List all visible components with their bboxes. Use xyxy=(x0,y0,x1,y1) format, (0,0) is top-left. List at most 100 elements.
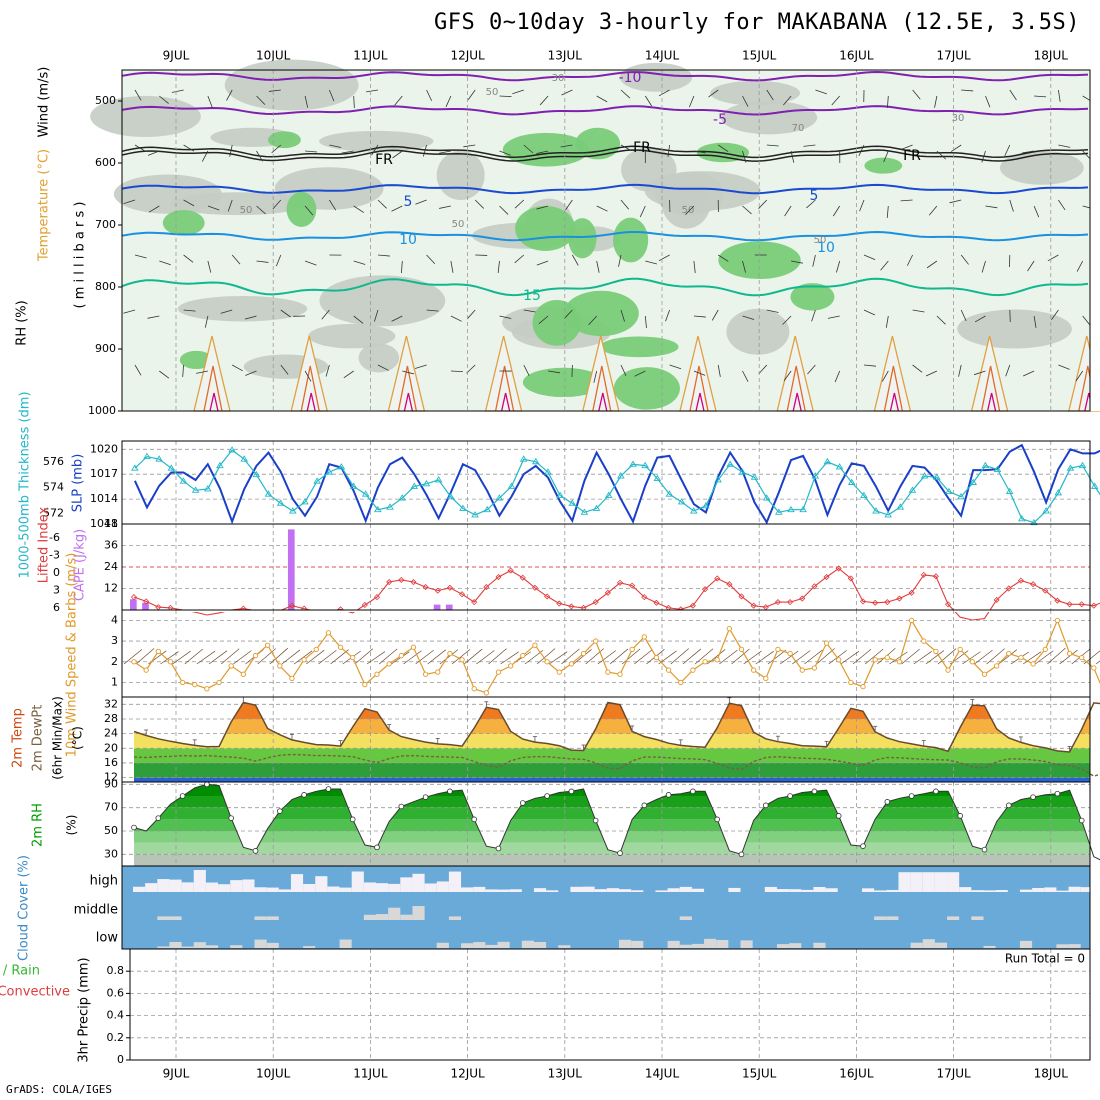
wind-barb xyxy=(693,315,706,318)
wind-barb xyxy=(499,205,509,215)
wind-barb xyxy=(634,370,646,377)
wind-barb xyxy=(183,254,194,263)
wind-barb xyxy=(208,650,228,665)
thickness-point xyxy=(823,457,832,465)
wind-barb xyxy=(378,648,398,665)
wind-speed-point xyxy=(483,690,489,696)
wind-barb xyxy=(731,648,750,665)
rh2m-point xyxy=(228,815,235,821)
wind-speed-point xyxy=(240,671,247,677)
warm-layer-core xyxy=(209,392,219,412)
rh2m-point xyxy=(544,793,550,799)
wind-speed-point xyxy=(459,657,465,663)
wind-barb xyxy=(499,150,511,156)
rh2m-point xyxy=(665,792,672,798)
wind-barb xyxy=(779,650,799,665)
wind-barb xyxy=(426,254,436,265)
wind-speed-point xyxy=(653,654,660,661)
cloud-high xyxy=(898,872,911,892)
wind-barb xyxy=(415,364,427,369)
slp-line xyxy=(133,443,1100,525)
rh2m-point xyxy=(981,846,988,853)
wind-barb xyxy=(1022,150,1035,154)
wind-speed-point xyxy=(714,657,720,663)
thickness-point xyxy=(641,461,649,469)
cloud-low xyxy=(558,945,571,948)
isotherm-label: -10 xyxy=(619,70,642,86)
wind-speed-point xyxy=(568,661,575,667)
wind-barb xyxy=(548,370,561,374)
wind-barb xyxy=(858,144,865,157)
thickness-point xyxy=(446,492,455,500)
cloud-high xyxy=(1056,890,1069,892)
rh-contour-label: 50 xyxy=(814,235,827,246)
lifted-index-point xyxy=(616,579,624,586)
wind-speed-point xyxy=(860,683,866,690)
rh-bands xyxy=(134,784,1090,866)
warm-layer-core xyxy=(500,392,511,412)
wind-barb xyxy=(665,309,670,322)
rh2m-point xyxy=(179,793,186,799)
wind-barb xyxy=(321,309,330,320)
warm-layer-inner xyxy=(786,365,806,412)
wind-barb xyxy=(950,144,962,152)
lifted-index-point xyxy=(143,598,150,605)
cloud-low xyxy=(934,942,948,948)
cloud-low xyxy=(339,939,352,948)
warm-layer-core xyxy=(403,392,414,412)
wind-barb xyxy=(1095,660,1100,665)
cloud-high xyxy=(218,884,231,892)
cape-tick-label: 48 xyxy=(104,517,118,530)
cloud-low xyxy=(983,945,996,948)
rh2m-point xyxy=(1005,802,1012,809)
wind-speed-point xyxy=(216,679,222,686)
lifted-index-point xyxy=(701,586,709,593)
thickness-point xyxy=(592,504,601,511)
wind-barb xyxy=(685,205,695,215)
temp-band xyxy=(134,762,1090,778)
wind-barb xyxy=(792,650,811,665)
lifted-index-point xyxy=(434,587,441,594)
cloud-middle xyxy=(376,914,389,920)
cloud-low xyxy=(679,944,692,948)
time-label-top: 13JUL xyxy=(548,49,583,63)
rh2m-point xyxy=(131,824,137,831)
rh2m-point xyxy=(519,800,526,806)
wind-speed-point xyxy=(908,617,915,624)
lifted-index-point xyxy=(944,601,952,608)
rh-band xyxy=(134,854,1090,866)
wind-barb xyxy=(863,254,876,261)
ylabel-lifted-index: Lifted Index xyxy=(37,506,52,583)
wind-barb xyxy=(341,150,354,154)
wind-speed-point xyxy=(787,650,793,657)
wind-speed-point xyxy=(884,654,890,661)
thickness-point xyxy=(386,503,394,510)
wind-speed-point xyxy=(410,644,417,650)
ylabel-precip: 3hr Precip (mm) xyxy=(77,957,92,1062)
time-label-bottom: 11JUL xyxy=(353,1067,388,1081)
cloud-high xyxy=(315,876,328,892)
wind-barb xyxy=(196,650,216,665)
wind-barb xyxy=(463,144,476,148)
rh-green-region xyxy=(599,336,679,358)
wind-barb xyxy=(783,370,792,382)
wind-barb xyxy=(717,254,729,262)
wind-barb xyxy=(450,260,454,273)
wind-barb xyxy=(974,649,993,665)
lifted-index-point xyxy=(629,582,636,589)
wind-barb xyxy=(985,95,991,108)
thickness-point xyxy=(313,477,321,484)
lifted-index-point xyxy=(373,594,381,601)
wind-barb xyxy=(499,315,512,319)
wind-speed-point xyxy=(155,648,161,655)
cloud-high xyxy=(825,888,838,892)
warm-layer-inner xyxy=(397,365,418,412)
time-label-top: 18JUL xyxy=(1034,49,1069,63)
ylabel-temp-unit: (°C) xyxy=(71,726,85,750)
lifted-index-point xyxy=(908,589,915,596)
rh2m-point xyxy=(835,813,842,819)
temp-band xyxy=(134,733,1090,749)
wind-barb xyxy=(183,199,195,207)
rh-green-region xyxy=(286,191,317,227)
wind-barb xyxy=(439,150,451,154)
